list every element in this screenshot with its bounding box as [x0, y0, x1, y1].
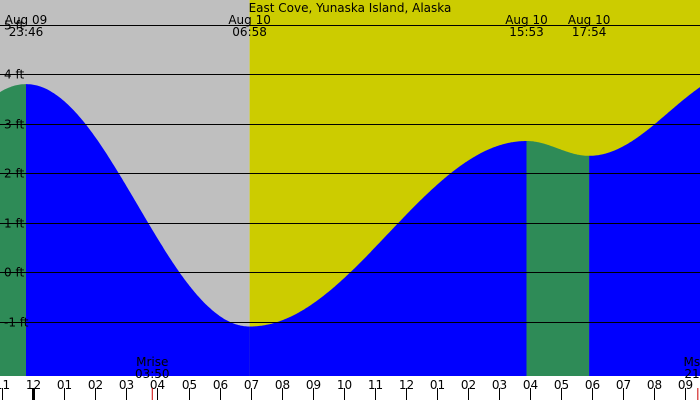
x-tick-label: 05 [554, 378, 569, 392]
y-tick-label: 5 ft [4, 19, 24, 33]
x-tick-label: 03 [119, 378, 134, 392]
x-tick-label: 05 [182, 378, 197, 392]
chart-title: East Cove, Yunaska Island, Alaska [249, 1, 452, 15]
x-tick-label: 11 [368, 378, 383, 392]
falling-tide-segment [589, 87, 700, 376]
y-tick-label: 0 ft [4, 266, 24, 280]
tide-time-label: 06:58 [232, 25, 267, 39]
y-tick-label: -1 ft [4, 316, 29, 330]
falling-tide-segment [249, 141, 527, 376]
tide-area [0, 84, 700, 376]
x-axis-band [0, 376, 700, 400]
x-tick-label: 08 [275, 378, 290, 392]
x-tick-label: 06 [585, 378, 600, 392]
height-gridlines: 5 ft 4 ft 3 ft 2 ft 1 ft 0 ft -1 ft [0, 19, 700, 330]
y-tick-label: 4 ft [4, 68, 24, 82]
rising-tide-segment [526, 141, 590, 376]
x-tick-label: 06 [213, 378, 228, 392]
rising-tide-segment [0, 84, 26, 376]
x-tick-label: 12 [399, 378, 414, 392]
tide-date-label: Aug 10 [568, 13, 611, 27]
x-tick-label: 12 [26, 378, 41, 392]
x-tick-label: 09 [306, 378, 321, 392]
x-tick-label: 04 [150, 378, 165, 392]
x-tick-label: 01 [57, 378, 72, 392]
tide-time-label: 17:54 [572, 25, 607, 39]
x-tick-label: 03 [492, 378, 507, 392]
x-tick-label: 10 [337, 378, 352, 392]
moon-event-label: Mrise [136, 355, 168, 369]
y-tick-label: 3 ft [4, 118, 24, 132]
falling-tide-segment [26, 84, 250, 376]
x-tick-label: 09 [678, 378, 693, 392]
moon-event-time: 21:2 [684, 367, 700, 381]
x-tick-label: 08 [647, 378, 662, 392]
tide-date-label: Aug 10 [505, 13, 548, 27]
moon-event-label: Mset [683, 355, 700, 369]
x-tick-label: 02 [461, 378, 476, 392]
x-axis: 11 12 01 02 03 04 05 06 07 08 09 10 11 12 01 02 03 04 05 06… [0, 376, 700, 400]
tide-time-label: 15:53 [509, 25, 544, 39]
x-tick-label: 02 [88, 378, 103, 392]
x-tick-label: 07 [244, 378, 259, 392]
y-tick-label: 2 ft [4, 167, 24, 181]
y-tick-label: 1 ft [4, 217, 24, 231]
x-tick-label: 11 [0, 378, 10, 392]
tide-time-label: 23:46 [9, 25, 44, 39]
x-tick-label: 01 [430, 378, 445, 392]
tide-date-label: Aug 09 [5, 13, 48, 27]
tide-date-label: Aug 10 [228, 13, 271, 27]
x-tick-label: 04 [523, 378, 538, 392]
moon-event-time: 03:50 [135, 367, 170, 381]
x-tick-label: 07 [616, 378, 631, 392]
